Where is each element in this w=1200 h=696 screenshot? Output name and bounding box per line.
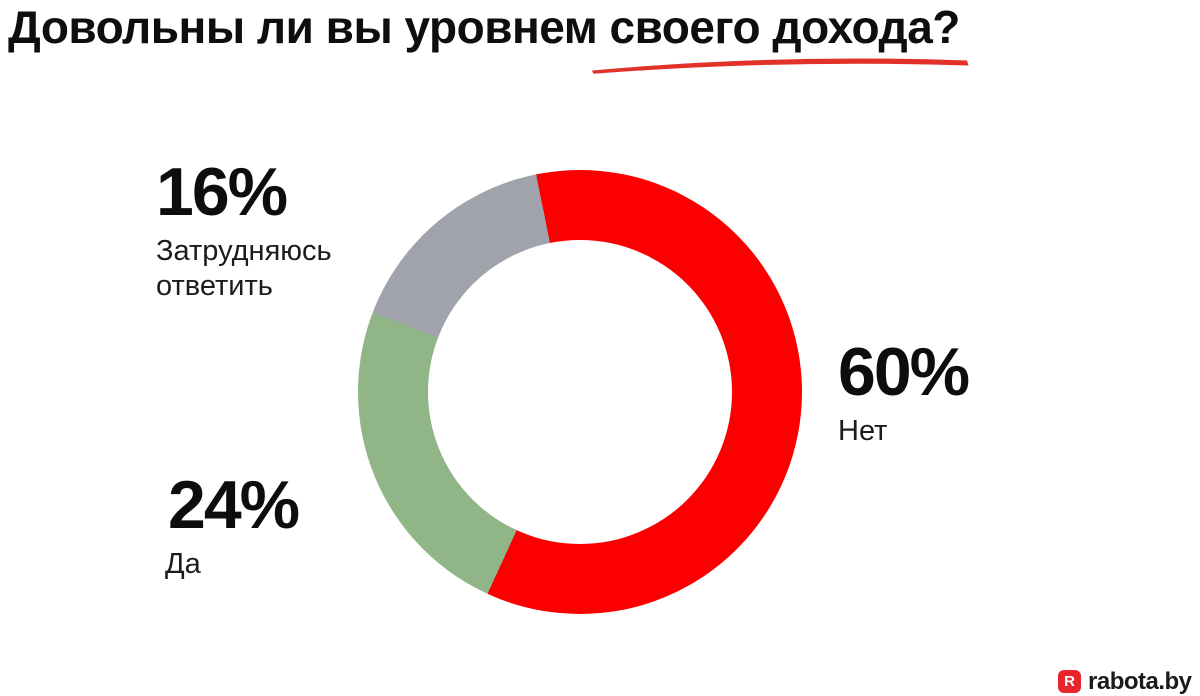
rabota-logo: R rabota.by <box>1058 668 1192 695</box>
rabota-logo-letter: R <box>1064 673 1075 690</box>
slice-pct-yes: 24% <box>168 467 300 543</box>
slice-name-yes: Да <box>165 548 201 580</box>
donut-chart <box>358 170 802 614</box>
slice-pct-no: 60% <box>838 334 970 410</box>
rabota-logo-icon: R <box>1058 670 1081 693</box>
rabota-logo-text: rabota.by <box>1088 668 1192 695</box>
slice-label-yes: 24% Да <box>165 467 300 582</box>
donut-hole <box>428 240 732 544</box>
swoosh-stroke <box>592 58 969 74</box>
slice-label-unsure: 16% Затрудняюсь ответить <box>156 158 332 304</box>
slice-name-no: Нет <box>838 415 888 447</box>
slice-pct-unsure: 16% <box>156 154 288 230</box>
title-underline-swoosh <box>592 58 969 74</box>
slice-label-no: 60% Нет <box>838 334 970 449</box>
slice-name-unsure: Затрудняюсь ответить <box>156 235 332 302</box>
page-title: Довольны ли вы уровнем своего дохода? <box>8 1 960 53</box>
